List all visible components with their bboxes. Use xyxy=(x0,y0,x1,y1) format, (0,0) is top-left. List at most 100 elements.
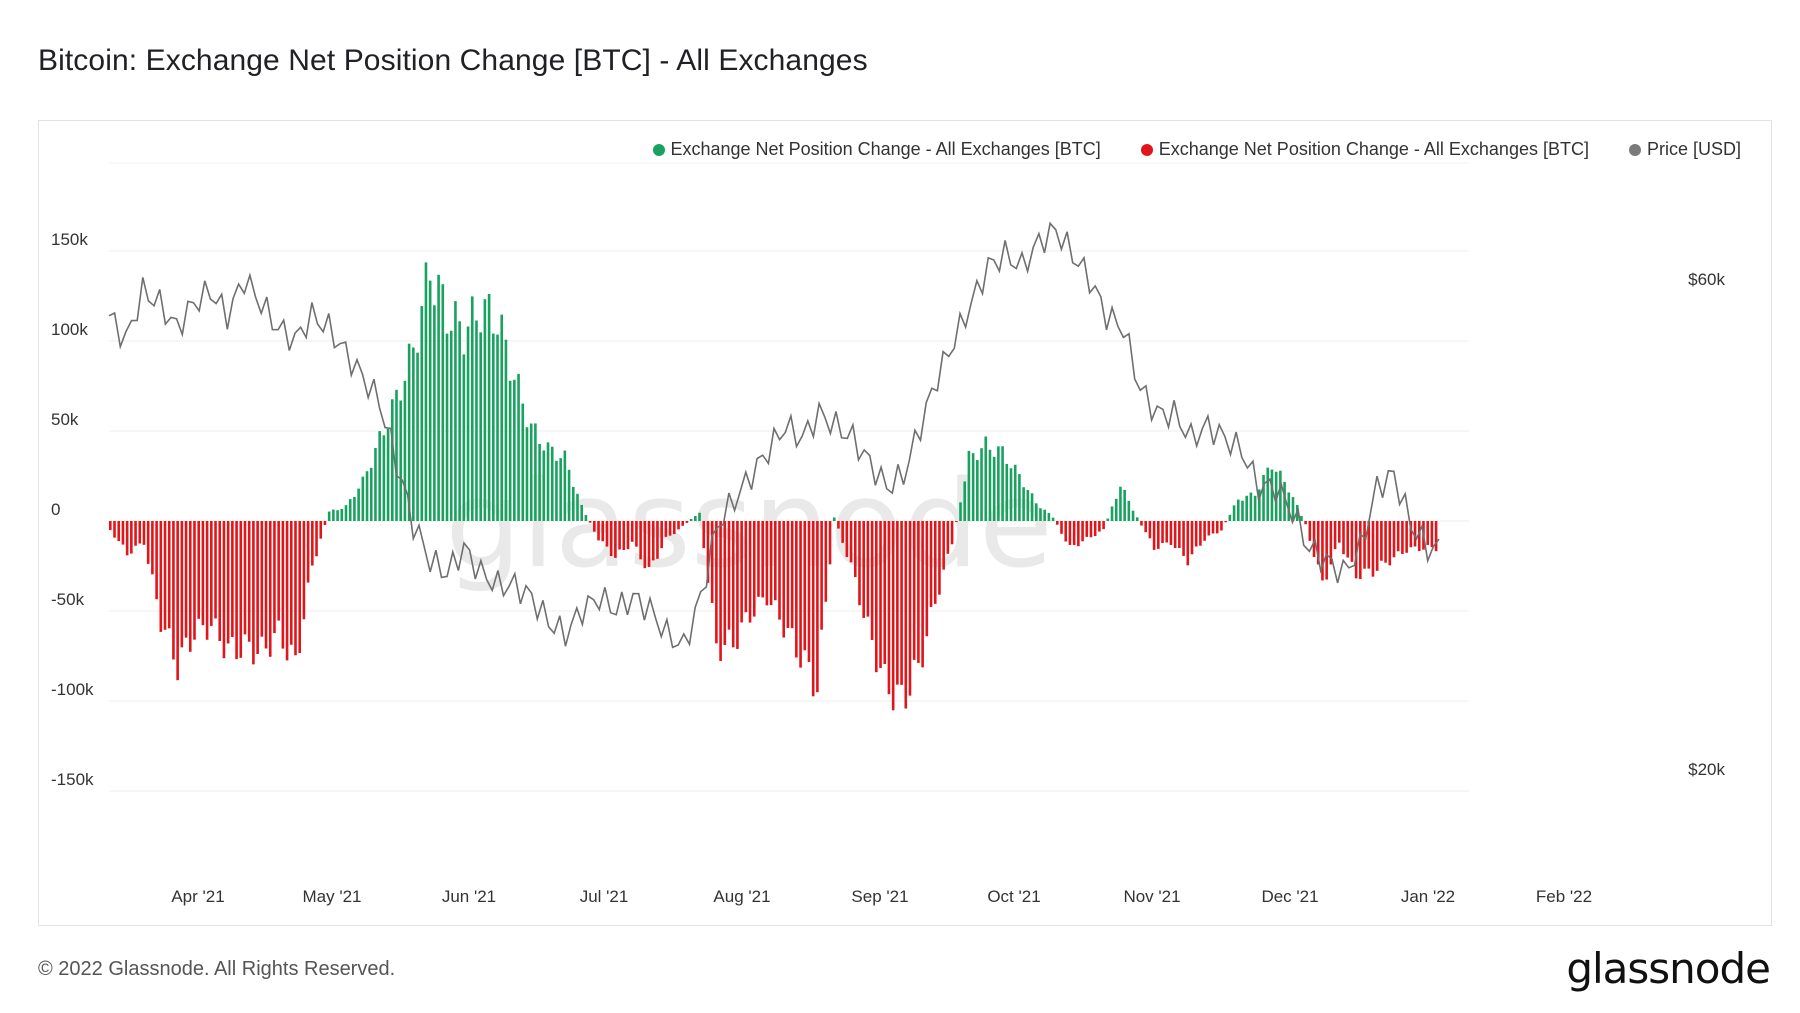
bar-negative[interactable] xyxy=(302,521,306,620)
bar-negative[interactable] xyxy=(643,521,647,569)
bar-negative[interactable] xyxy=(740,521,743,623)
bar-negative[interactable] xyxy=(908,521,912,696)
bar-negative[interactable] xyxy=(1098,521,1101,532)
bar-positive[interactable] xyxy=(1119,486,1122,521)
bar-negative[interactable] xyxy=(1093,521,1097,536)
bar-positive[interactable] xyxy=(348,499,352,521)
bar-negative[interactable] xyxy=(117,521,121,542)
bar-positive[interactable] xyxy=(1018,474,1021,521)
bar-positive[interactable] xyxy=(1001,446,1004,521)
bar-positive[interactable] xyxy=(496,334,499,521)
bar-positive[interactable] xyxy=(332,509,335,521)
bar-negative[interactable] xyxy=(1413,521,1417,547)
bar-negative[interactable] xyxy=(205,521,209,640)
bar-negative[interactable] xyxy=(1325,521,1328,580)
bar-positive[interactable] xyxy=(1034,503,1038,521)
bar-positive[interactable] xyxy=(508,380,512,521)
bar-positive[interactable] xyxy=(529,423,533,521)
bar-positive[interactable] xyxy=(487,293,491,521)
bar-negative[interactable] xyxy=(786,521,790,629)
bar-positive[interactable] xyxy=(546,442,550,521)
bar-negative[interactable] xyxy=(1144,521,1147,533)
bar-negative[interactable] xyxy=(702,521,706,549)
bar-negative[interactable] xyxy=(1308,521,1312,541)
bar-negative[interactable] xyxy=(1430,521,1434,548)
bar-negative[interactable] xyxy=(298,521,302,654)
bar-positive[interactable] xyxy=(399,400,403,521)
bar-negative[interactable] xyxy=(1068,521,1072,545)
bar-positive[interactable] xyxy=(416,352,419,521)
bar-negative[interactable] xyxy=(1220,521,1223,531)
bar-positive[interactable] xyxy=(1043,509,1046,521)
bar-negative[interactable] xyxy=(668,521,672,536)
bar-negative[interactable] xyxy=(858,521,861,606)
bar-positive[interactable] xyxy=(1127,500,1131,521)
bar-negative[interactable] xyxy=(1055,521,1059,525)
bar-negative[interactable] xyxy=(954,521,958,522)
bar-positive[interactable] xyxy=(340,509,344,521)
bar-negative[interactable] xyxy=(1417,521,1421,552)
bar-negative[interactable] xyxy=(1316,521,1320,565)
bar-negative[interactable] xyxy=(1207,521,1211,536)
bar-negative[interactable] xyxy=(727,521,731,630)
bar-negative[interactable] xyxy=(231,521,234,637)
bar-negative[interactable] xyxy=(1342,521,1345,555)
bar-negative[interactable] xyxy=(757,521,760,597)
bar-negative[interactable] xyxy=(184,521,188,638)
bar-positive[interactable] xyxy=(420,306,424,521)
bar-negative[interactable] xyxy=(1157,521,1160,549)
bar-negative[interactable] xyxy=(605,521,609,547)
bar-positive[interactable] xyxy=(1030,493,1034,521)
bar-negative[interactable] xyxy=(685,521,689,523)
bar-negative[interactable] xyxy=(912,521,916,660)
bar-negative[interactable] xyxy=(593,521,596,532)
bar-positive[interactable] xyxy=(576,493,579,521)
bar-negative[interactable] xyxy=(1148,521,1152,539)
bar-negative[interactable] xyxy=(134,521,137,546)
bar-negative[interactable] xyxy=(672,521,676,535)
bar-positive[interactable] xyxy=(475,320,478,521)
bar-negative[interactable] xyxy=(1434,521,1438,552)
bar-negative[interactable] xyxy=(188,521,192,652)
bar-positive[interactable] xyxy=(1047,513,1051,521)
bar-negative[interactable] xyxy=(891,521,895,711)
bar-negative[interactable] xyxy=(1102,521,1105,530)
bar-negative[interactable] xyxy=(193,521,196,640)
bar-negative[interactable] xyxy=(799,521,802,668)
bar-positive[interactable] xyxy=(462,354,466,521)
bar-positive[interactable] xyxy=(361,476,365,521)
bar-negative[interactable] xyxy=(942,521,945,570)
bar-negative[interactable] xyxy=(879,521,882,669)
bar-positive[interactable] xyxy=(997,446,1000,521)
bar-negative[interactable] xyxy=(239,521,243,658)
bar-positive[interactable] xyxy=(504,339,508,521)
bar-negative[interactable] xyxy=(1077,521,1080,547)
bar-negative[interactable] xyxy=(281,521,285,649)
bar-negative[interactable] xyxy=(146,521,150,564)
bar-negative[interactable] xyxy=(929,521,933,607)
bar-negative[interactable] xyxy=(1224,521,1227,523)
bar-negative[interactable] xyxy=(933,521,937,604)
bar-negative[interactable] xyxy=(1064,521,1068,542)
bar-positive[interactable] xyxy=(689,519,693,521)
bar-negative[interactable] xyxy=(618,521,621,550)
bar-positive[interactable] xyxy=(1232,505,1236,521)
bar-positive[interactable] xyxy=(542,450,546,521)
bar-negative[interactable] xyxy=(1388,521,1392,566)
bar-negative[interactable] xyxy=(736,521,739,649)
bar-positive[interactable] xyxy=(550,446,554,521)
bar-negative[interactable] xyxy=(710,521,714,603)
bar-negative[interactable] xyxy=(167,521,171,629)
bar-negative[interactable] xyxy=(896,521,899,685)
bar-positive[interactable] xyxy=(1287,492,1291,521)
bar-negative[interactable] xyxy=(816,521,819,693)
bar-negative[interactable] xyxy=(323,521,327,525)
bar-positive[interactable] xyxy=(698,512,701,521)
bar-negative[interactable] xyxy=(151,521,154,575)
bar-positive[interactable] xyxy=(521,403,525,521)
bar-negative[interactable] xyxy=(1169,521,1173,545)
bar-positive[interactable] xyxy=(959,502,962,521)
bar-negative[interactable] xyxy=(125,521,129,556)
bar-positive[interactable] xyxy=(555,460,558,521)
bar-negative[interactable] xyxy=(1396,521,1400,552)
